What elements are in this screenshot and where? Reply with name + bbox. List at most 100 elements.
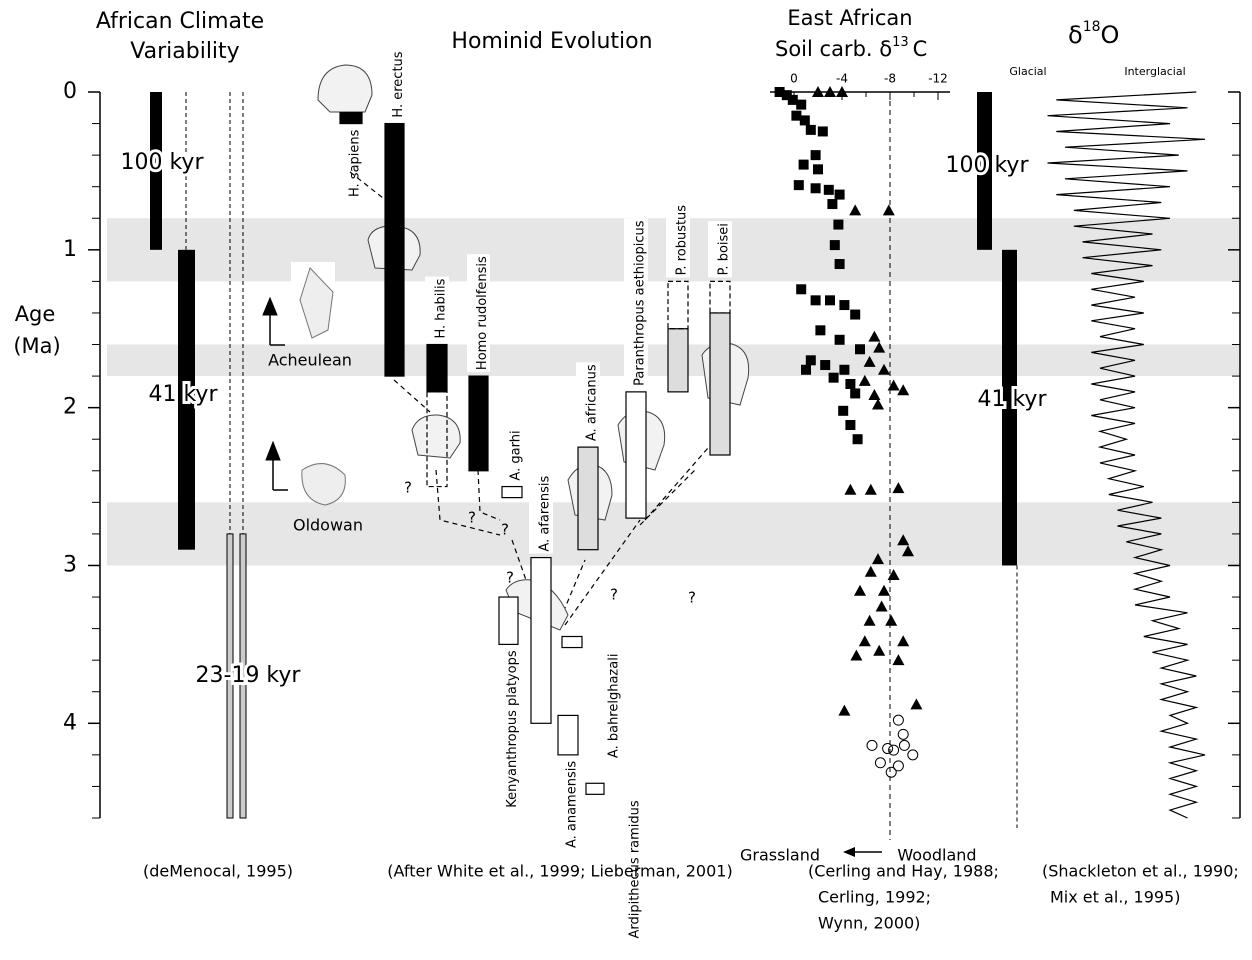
taxon-bar [710, 313, 730, 455]
taxon-bar [626, 392, 646, 518]
taxon-bar [340, 113, 362, 124]
skull [412, 415, 460, 458]
tool-label: Oldowan [293, 516, 363, 535]
taxon-dashed [710, 281, 730, 313]
question-mark: ? [610, 586, 618, 604]
taxon-label: P. robustus [675, 205, 690, 276]
circle-point [867, 740, 877, 750]
triangle-point [876, 601, 888, 612]
square-point [811, 183, 821, 193]
triangle-point [885, 615, 897, 626]
circle-point [893, 715, 903, 725]
taxon-bar [385, 124, 404, 377]
taxon-label: A. afarensis [538, 475, 553, 551]
square-point [839, 300, 849, 310]
woodland-label: Woodland [897, 846, 976, 865]
question-mark: ? [688, 589, 696, 607]
square-point [833, 220, 843, 230]
glacial-label: Glacial [1009, 65, 1046, 78]
band [107, 502, 1240, 565]
x-tick-label: -4 [836, 72, 848, 86]
circle-point [898, 729, 908, 739]
triangle-point [859, 375, 871, 386]
triangle-point [838, 705, 850, 716]
carbon-title-part: C [913, 37, 928, 61]
square-point [813, 164, 823, 174]
square-point [835, 259, 845, 269]
triangle-point [883, 204, 895, 215]
taxon-label: A. garhi [509, 430, 524, 480]
bar-label: 41 kyr [977, 387, 1047, 412]
age-label: (Ma) [13, 334, 60, 358]
oxygen-title: δ18O [1068, 19, 1119, 49]
taxon-label: H. erectus [391, 51, 406, 117]
square-point [853, 434, 863, 444]
triangle-point [892, 654, 904, 665]
source: Wynn, 2000) [818, 914, 920, 933]
triangle-point [850, 649, 862, 660]
taxon-bar [499, 597, 518, 644]
source: (Shackleton et al., 1990; [1042, 862, 1239, 881]
triangle-point [854, 585, 866, 596]
square-point [845, 379, 855, 389]
carbon-title: East African [787, 6, 912, 30]
figure: African Climate Variability Hominid Evol… [0, 0, 1252, 960]
triangle-point [849, 204, 861, 215]
arrow-head [843, 847, 855, 857]
climate-title: Variability [130, 39, 239, 64]
oxygen-title-part: δ [1068, 21, 1083, 49]
page: African Climate Variability Hominid Evol… [0, 0, 1252, 960]
arrow-head [266, 442, 280, 460]
taxon-label: P. boisei [717, 223, 732, 275]
taxon-label: Kenyanthropus platyops [505, 650, 520, 808]
triangle-point [865, 566, 877, 577]
circle-point [899, 740, 909, 750]
oxygen-title-part: O [1101, 21, 1120, 49]
source: Mix et al., 1995) [1050, 888, 1180, 907]
triangle-point [888, 569, 900, 580]
square-point [825, 295, 835, 305]
square-point [827, 199, 837, 209]
square-point [801, 365, 811, 375]
age-label: Age [15, 302, 56, 326]
triangle-point [864, 615, 876, 626]
interglacial-label: Interglacial [1124, 65, 1185, 78]
square-point [806, 355, 816, 365]
triangle-point [865, 484, 877, 495]
source: (deMenocal, 1995) [143, 862, 293, 881]
square-point [815, 325, 825, 335]
square-point [794, 180, 804, 190]
taxon-label: H. sapiens [348, 129, 363, 197]
taxon-label: Ardipithecus ramidus [628, 800, 643, 938]
source: Cerling, 1992; [818, 888, 931, 907]
square-point [835, 190, 845, 200]
square-point [820, 360, 830, 370]
taxon-label: A. bahrelghazali [607, 654, 622, 759]
taxon-label: Paranthropus aethiopicus [633, 220, 648, 386]
square-point [839, 365, 849, 375]
link [394, 380, 430, 412]
square-point [829, 373, 839, 383]
square-point [811, 295, 821, 305]
square-point [845, 420, 855, 430]
y-tick-label: 0 [63, 79, 77, 104]
grassland-label: Grassland [740, 846, 820, 865]
bar-label: 41 kyr [148, 382, 218, 407]
taxon-bar [668, 329, 688, 392]
y-tick-label: 1 [63, 237, 77, 262]
bar-label: 100 kyr [120, 150, 204, 175]
triangle-point [873, 645, 885, 656]
square-point [830, 240, 840, 250]
taxon-bar [586, 783, 604, 794]
hominid-title: Hominid Evolution [451, 29, 652, 54]
taxon-bar [531, 558, 551, 724]
square-point [796, 100, 806, 110]
square-point [811, 150, 821, 160]
taxon-dashed [668, 281, 688, 328]
chopper [302, 464, 345, 505]
taxon-bar [469, 376, 488, 471]
square-point [799, 160, 809, 170]
square-point [838, 406, 848, 416]
x-tick-label: -8 [884, 72, 896, 86]
